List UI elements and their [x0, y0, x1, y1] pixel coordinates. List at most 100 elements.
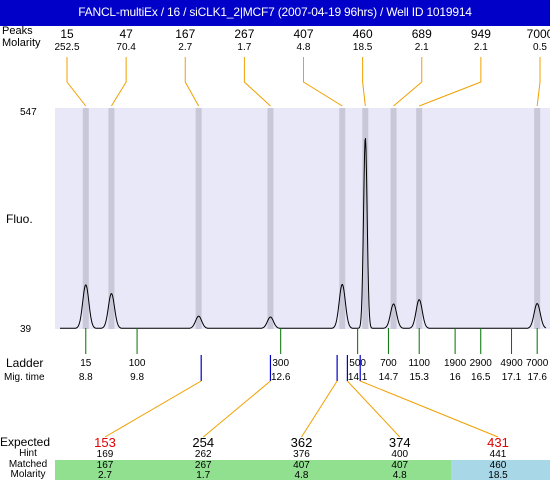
peak-band	[267, 108, 274, 329]
peak-molarity-label: 0.5	[533, 42, 547, 53]
expected-value: 362	[291, 435, 313, 450]
matched-band	[154, 460, 254, 480]
peak-size-label: 15	[60, 27, 74, 41]
peak-size-label: 7000	[527, 27, 550, 41]
ladder-size-label: 1900	[444, 358, 467, 369]
ladder-size-label: 7000	[526, 358, 549, 369]
matched-value: 460	[490, 460, 507, 471]
peak-band	[108, 108, 115, 329]
ladder-time-label: 14.7	[379, 372, 399, 383]
ladder-time-label: 12.6	[271, 372, 291, 383]
matched-band	[451, 460, 550, 480]
ladder-size-label: 300	[272, 358, 289, 369]
expected-connector	[202, 380, 271, 438]
peak-band	[390, 108, 397, 329]
mig-time-label: Mig. time	[4, 372, 45, 383]
ladder-label: Ladder	[6, 356, 43, 370]
peak-molarity-label: 18.5	[353, 42, 373, 53]
matched-value: 407	[391, 460, 408, 471]
peak-size-label: 460	[353, 27, 373, 41]
ladder-time-label: 15.3	[409, 372, 429, 383]
hint-value: 400	[391, 449, 408, 460]
peak-connector	[362, 57, 366, 107]
peak-molarity-label: 2.7	[178, 42, 192, 53]
peak-size-label: 47	[119, 27, 133, 41]
matched-band	[253, 460, 353, 480]
peak-band	[416, 108, 423, 329]
ladder-time-label: 17.1	[502, 372, 522, 383]
matched-molarity-value: 2.7	[98, 470, 112, 480]
expected-value: 431	[487, 435, 509, 450]
matched-molarity-value: 4.8	[295, 470, 309, 480]
expected-value: 254	[192, 435, 214, 450]
ladder-size-label: 15	[80, 358, 92, 369]
ladder-size-label: 4900	[500, 358, 523, 369]
matched-value: 167	[97, 460, 114, 471]
peak-connector	[536, 57, 541, 107]
peak-molarity-label: 1.7	[237, 42, 251, 53]
y-axis-label: Fluo.	[6, 212, 33, 226]
ladder-size-label: 500	[349, 358, 366, 369]
matched-band	[55, 460, 155, 480]
ladder-time-label: 16.5	[471, 372, 491, 383]
peak-size-label: 267	[234, 27, 254, 41]
peak-connector	[393, 57, 423, 107]
peak-band	[82, 108, 89, 329]
molarity-row-label: Molarity	[2, 37, 41, 49]
expected-connector	[347, 380, 401, 438]
y-tick-label: 39	[20, 324, 32, 335]
peak-band	[195, 108, 202, 329]
peak-band	[339, 108, 346, 329]
peak-connector	[110, 57, 127, 107]
expected-connector	[360, 380, 499, 438]
ladder-size-label: 700	[380, 358, 397, 369]
peaks-row-label: Peaks	[2, 25, 33, 37]
molarity-bottom-row-label: Molarity	[10, 469, 45, 480]
fluorescence-trace	[60, 138, 547, 329]
ladder-time-label: 8.8	[79, 372, 93, 383]
peak-size-label: 407	[293, 27, 313, 41]
peak-connector	[419, 57, 482, 107]
peak-size-label: 949	[471, 27, 491, 41]
ladder-size-label: 2900	[470, 358, 493, 369]
y-tick-label: 547	[20, 107, 37, 118]
peak-connector	[66, 57, 87, 107]
ladder-size-label: 100	[129, 358, 146, 369]
chart-title: FANCL-multiEx / 16 / siCLK1_2|MCF7 (2007…	[78, 5, 472, 19]
expected-connector	[104, 380, 202, 438]
matched-value: 267	[195, 460, 212, 471]
peak-molarity-label: 2.1	[474, 42, 488, 53]
hint-value: 376	[293, 449, 310, 460]
peak-connector	[243, 57, 271, 107]
ladder-time-label: 9.8	[130, 372, 144, 383]
peak-band	[534, 108, 541, 329]
title-bar: FANCL-multiEx / 16 / siCLK1_2|MCF7 (2007…	[0, 0, 550, 26]
expected-connector	[301, 380, 338, 438]
hint-value: 169	[97, 449, 114, 460]
expected-value: 153	[94, 435, 116, 450]
expected-value: 374	[389, 435, 411, 450]
peak-molarity-label: 2.1	[415, 42, 429, 53]
expected-row-label: Expected	[0, 435, 50, 449]
ladder-time-label: 14.1	[348, 372, 368, 383]
peak-connector	[303, 57, 343, 107]
peak-molarity-label: 4.8	[297, 42, 311, 53]
ladder-time-label: 17.6	[527, 372, 547, 383]
matched-molarity-value: 18.5	[488, 470, 508, 480]
matched-molarity-value: 4.8	[393, 470, 407, 480]
peak-size-label: 689	[412, 27, 432, 41]
peak-molarity-label: 70.4	[116, 42, 136, 53]
hint-value: 441	[490, 449, 507, 460]
ladder-time-label: 16	[450, 372, 462, 383]
plot-area	[55, 108, 550, 329]
ladder-size-label: 1100	[408, 358, 430, 369]
peak-molarity-label: 252.5	[54, 42, 79, 53]
peak-band	[362, 108, 369, 329]
matched-row-label: Matched	[9, 459, 47, 470]
hint-value: 262	[195, 449, 212, 460]
peak-connector	[184, 57, 200, 107]
hint-row-label: Hint	[19, 448, 37, 459]
matched-molarity-value: 1.7	[196, 470, 210, 480]
matched-band	[352, 460, 452, 480]
